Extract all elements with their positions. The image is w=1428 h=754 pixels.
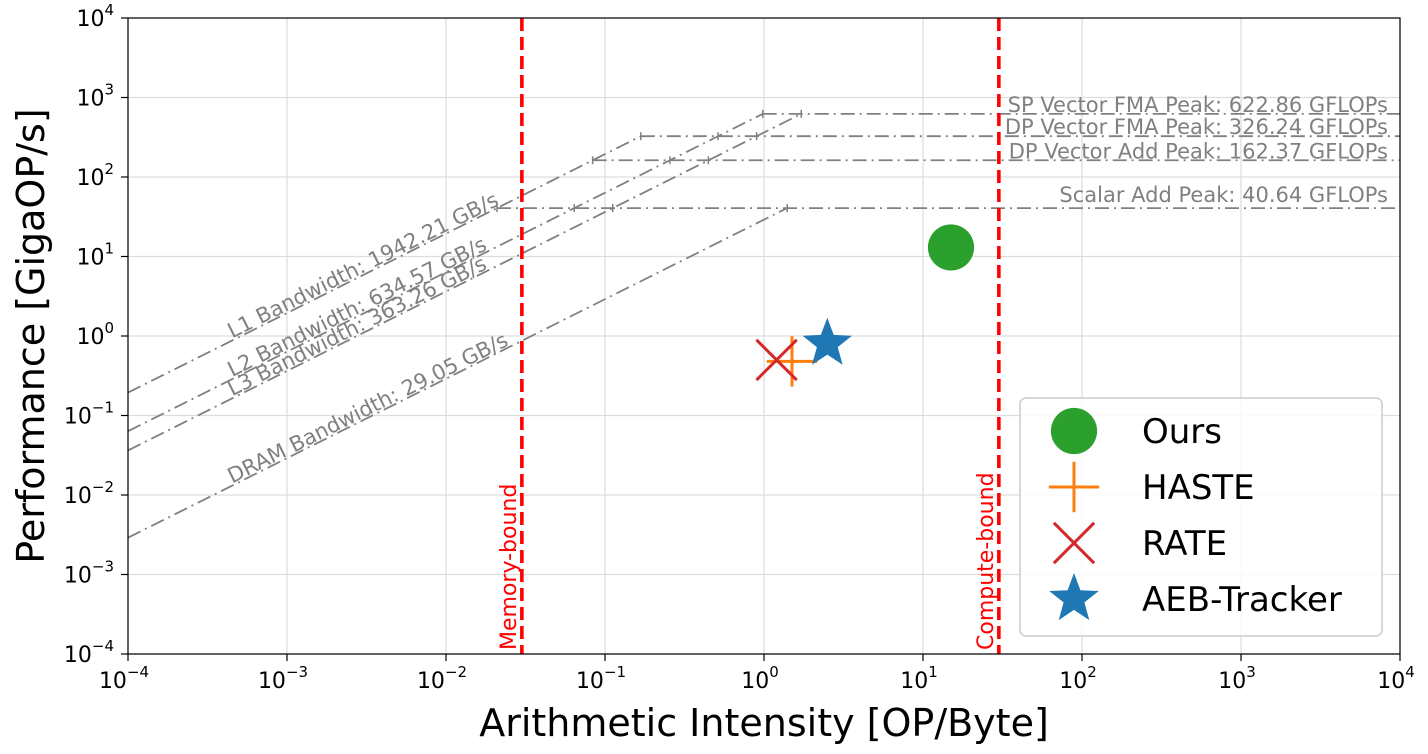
y-tick-label: 103	[76, 81, 114, 112]
compute-roof-label: DP Vector Add Peak: 162.37 GFLOPs	[1009, 139, 1388, 163]
legend: Ours HASTE RATE AEB-Tracker	[1019, 397, 1383, 637]
compute-roof-label: DP Vector FMA Peak: 326.24 GFLOPs	[1005, 115, 1388, 139]
y-tick-label: 10−1	[64, 399, 114, 430]
legend-marker	[1049, 573, 1099, 621]
x-tick-label: 102	[1059, 663, 1097, 694]
y-tick-label: 104	[76, 1, 114, 32]
y-tick-label: 101	[76, 240, 114, 271]
x-tick-label: 10−4	[99, 663, 149, 694]
data-point-ours	[927, 224, 975, 271]
x-tick-label: 10−3	[258, 663, 308, 694]
data-point-rate	[755, 338, 798, 382]
compute-roof-label: Scalar Add Peak: 40.64 GFLOPs	[1059, 183, 1388, 207]
axis-ticks: 10−4 10−3 10−2 10−1 100 101 102 103 104 10−4 10−3 1…	[64, 1, 1415, 694]
legend-label: RATE	[1142, 524, 1227, 564]
bandwidth-roof-line	[127, 113, 802, 452]
x-tick-label: 101	[900, 663, 938, 694]
data-markers	[755, 224, 975, 387]
bound-label: Compute-bound	[974, 472, 999, 650]
bandwidth-roof-line	[127, 113, 764, 433]
x-axis-title: Arithmetic Intensity [OP/Byte]	[479, 701, 1049, 745]
y-tick-label: 10−3	[64, 558, 114, 589]
compute-roof-label: SP Vector FMA Peak: 622.86 GFLOPs	[1008, 93, 1388, 117]
legend-marker	[1048, 461, 1100, 513]
bandwidth-roof-line	[127, 135, 642, 394]
y-axis-title: Performance [GigaOP/s]	[9, 108, 53, 563]
bound-label: Memory-bound	[497, 484, 522, 650]
x-tick-label: 10−1	[576, 663, 626, 694]
legend-label: Ours	[1142, 412, 1222, 452]
legend-label: HASTE	[1142, 468, 1255, 508]
legend-label: AEB-Tracker	[1142, 580, 1342, 620]
x-tick-label: 104	[1377, 663, 1415, 694]
bandwidth-roof-line	[127, 207, 788, 539]
legend-marker	[1052, 521, 1096, 565]
bound-lines: Memory-bound Compute-bound	[497, 18, 1001, 654]
data-point-aeb-tracker	[802, 317, 852, 365]
y-tick-label: 10−2	[64, 478, 114, 509]
x-tick-label: 10−2	[417, 663, 467, 694]
legend-box	[1019, 397, 1383, 637]
x-tick-label: 103	[1218, 663, 1256, 694]
y-tick-label: 100	[76, 319, 114, 350]
marker-stroke	[755, 338, 798, 382]
legend-marker	[1050, 407, 1098, 455]
marker-stroke	[1052, 521, 1096, 565]
x-tick-label: 100	[741, 663, 779, 694]
y-tick-label: 102	[76, 160, 114, 191]
y-tick-label: 10−4	[64, 637, 114, 668]
